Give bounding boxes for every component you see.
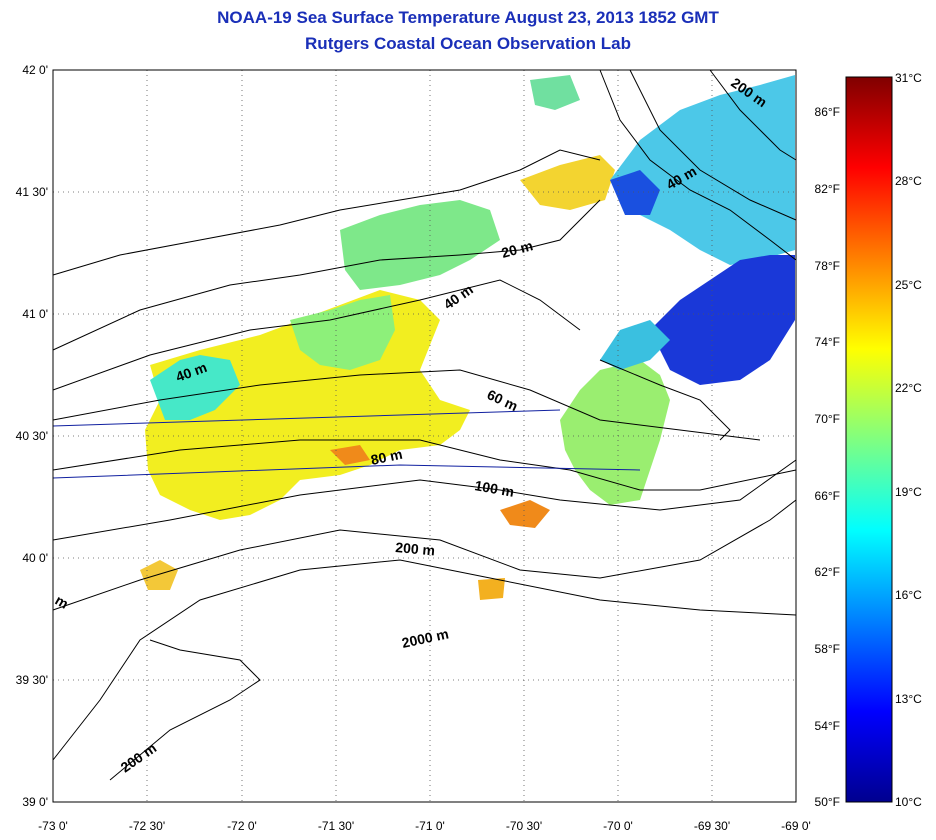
contour-label-100m: 100 m bbox=[473, 477, 515, 500]
colorbar-f-label: 70°F bbox=[815, 412, 840, 426]
sst-patch-north-cyan bbox=[530, 75, 580, 110]
contour-label-60m: 60 m bbox=[485, 386, 521, 414]
colorbar-c-label: 31°C bbox=[895, 71, 922, 85]
sst-patch-cyan-band bbox=[150, 355, 240, 420]
lon-label: -73 0' bbox=[38, 819, 68, 833]
sst-patch-gulf-maine bbox=[610, 75, 795, 265]
colorbar-f-label: 58°F bbox=[815, 642, 840, 656]
colorbar-c-label: 22°C bbox=[895, 381, 922, 395]
colorbar-f-label: 62°F bbox=[815, 565, 840, 579]
sst-patch-cold-north bbox=[610, 170, 660, 215]
colorbar-c-label: 28°C bbox=[895, 174, 922, 188]
colorbar-c-label: 13°C bbox=[895, 692, 922, 706]
lon-label: -69 0' bbox=[781, 819, 811, 833]
lat-label: 42 0' bbox=[22, 63, 48, 77]
lon-label: -71 0' bbox=[415, 819, 445, 833]
lat-label: 41 0' bbox=[22, 307, 48, 321]
lon-label: -70 30' bbox=[506, 819, 542, 833]
sst-patch-warm-2 bbox=[500, 500, 550, 528]
sst-patch-south-shelf bbox=[145, 290, 470, 520]
colorbar-celsius-labels: 31°C 28°C 25°C 22°C 19°C 16°C 13°C 10°C bbox=[895, 71, 922, 809]
map-title: NOAA-19 Sea Surface Temperature August 2… bbox=[217, 8, 719, 27]
colorbar-f-label: 74°F bbox=[815, 335, 840, 349]
lon-label: -72 30' bbox=[129, 819, 165, 833]
bathymetry-contours bbox=[52, 69, 797, 781]
lon-label: -72 0' bbox=[227, 819, 257, 833]
contour-label-80m: 80 m bbox=[369, 446, 404, 468]
sst-patch-warm-1 bbox=[330, 445, 370, 465]
colorbar-f-label: 50°F bbox=[815, 795, 840, 809]
lon-label: -71 30' bbox=[318, 819, 354, 833]
lat-label: 39 30' bbox=[16, 673, 48, 687]
lat-label: 41 30' bbox=[16, 185, 48, 199]
latitude-labels: 42 0' 41 30' 41 0' 40 30' 40 0' 39 30' 3… bbox=[16, 63, 48, 809]
colorbar-fahrenheit-labels: 86°F 82°F 78°F 74°F 70°F 66°F 62°F 58°F … bbox=[815, 105, 840, 809]
lat-label: 40 30' bbox=[16, 429, 48, 443]
sst-patch-cape-bay bbox=[520, 155, 615, 210]
lat-label: 40 0' bbox=[22, 551, 48, 565]
transect-lines bbox=[52, 409, 641, 479]
colorbar-c-label: 19°C bbox=[895, 485, 922, 499]
sst-patch-nantucket bbox=[600, 320, 670, 370]
contour-label-40m: 40 m bbox=[441, 281, 476, 312]
sst-patch-warm-3 bbox=[478, 578, 505, 600]
sst-patch-cold-core bbox=[650, 255, 795, 385]
contour-label-200m: 200 m bbox=[395, 539, 436, 558]
colorbar-c-label: 25°C bbox=[895, 278, 922, 292]
lon-label: -70 0' bbox=[603, 819, 633, 833]
map-frame bbox=[52, 69, 797, 803]
colorbar-c-label: 10°C bbox=[895, 795, 922, 809]
sst-patches bbox=[140, 75, 795, 600]
colorbar-f-label: 54°F bbox=[815, 719, 840, 733]
graticule bbox=[53, 70, 796, 802]
sst-patch-sound bbox=[340, 200, 500, 290]
map-subtitle: Rutgers Coastal Ocean Observation Lab bbox=[305, 34, 631, 53]
colorbar-c-label: 16°C bbox=[895, 588, 922, 602]
colorbar: 31°C 28°C 25°C 22°C 19°C 16°C 13°C 10°C … bbox=[815, 71, 923, 809]
longitude-labels: -73 0' -72 30' -72 0' -71 30' -71 0' -70… bbox=[38, 819, 811, 833]
colorbar-gradient bbox=[845, 76, 893, 803]
contour-label-2000m: 2000 m bbox=[400, 625, 450, 651]
contour-label-200m: 200 m bbox=[118, 740, 160, 776]
colorbar-f-label: 86°F bbox=[815, 105, 840, 119]
lat-label: 39 0' bbox=[22, 795, 48, 809]
lon-label: -69 30' bbox=[694, 819, 730, 833]
colorbar-f-label: 66°F bbox=[815, 489, 840, 503]
sst-patch-warm-4 bbox=[140, 560, 178, 590]
contour-label-20m: 20 m bbox=[500, 237, 535, 261]
colorbar-f-label: 82°F bbox=[815, 182, 840, 196]
colorbar-f-label: 78°F bbox=[815, 259, 840, 273]
